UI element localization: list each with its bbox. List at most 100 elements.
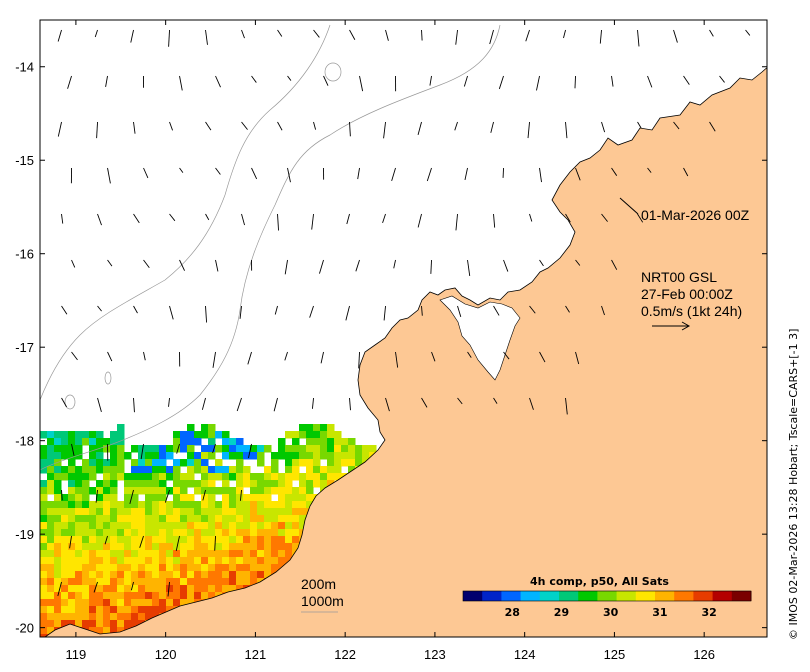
current-arrow (309, 305, 314, 318)
contour-200m (40, 24, 501, 471)
current-arrow (273, 397, 278, 412)
current-arrow (175, 535, 180, 551)
current-arrow (349, 29, 356, 40)
island-2 (104, 371, 112, 385)
current-arrow (529, 397, 534, 410)
current-arrow (169, 305, 174, 320)
current-arrow (575, 167, 581, 181)
current-arrow (417, 121, 422, 135)
current-arrow (97, 397, 102, 413)
y-tick-label: -19 (15, 527, 34, 542)
current-arrow (139, 535, 144, 548)
current-arrow (71, 351, 78, 361)
current-arrow (94, 29, 98, 38)
current-arrow (168, 397, 170, 407)
current-arrow (95, 489, 98, 503)
scale-label: 0.5m/s (1kt 24h) (641, 303, 742, 319)
x-axis: 119 120 121 122 123 124 125 126 (66, 20, 715, 662)
x-tick-label: 119 (66, 647, 87, 662)
current-arrow (611, 259, 618, 270)
current-arrow (637, 121, 642, 129)
y-axis: -14 -15 -16 -17 -18 -19 -20 (15, 60, 767, 636)
current-arrow (107, 167, 111, 184)
current-arrow (385, 397, 390, 412)
contour-200-label: 200m (301, 576, 336, 592)
current-arrow (313, 29, 320, 38)
current-arrow (349, 397, 351, 411)
current-arrow (565, 121, 568, 139)
current-arrow (179, 259, 185, 271)
current-arrow (358, 351, 360, 369)
current-arrow (251, 75, 257, 83)
current-arrow (140, 443, 144, 460)
current-arrow (467, 351, 472, 358)
current-arrow (355, 259, 360, 272)
current-arrow (133, 121, 136, 134)
current-arrow (313, 121, 317, 130)
current-arrow (107, 259, 113, 267)
y-tick-label: -17 (15, 340, 34, 355)
colorbar (462, 590, 752, 602)
current-arrow (454, 121, 458, 131)
current-arrow (57, 121, 62, 137)
current-arrow (565, 305, 570, 313)
colorbar-swatch (635, 591, 656, 601)
current-arrow (277, 29, 283, 37)
colorbar-tick-label: 29 (554, 606, 569, 619)
product-label: NRT00 GSL (641, 269, 717, 285)
colorbar-swatch (482, 591, 502, 601)
current-arrow (673, 29, 678, 43)
current-arrow (498, 75, 504, 90)
current-arrow (359, 75, 364, 92)
current-arrow (205, 29, 208, 45)
current-arrow (71, 259, 76, 268)
x-tick-label: 122 (334, 647, 356, 662)
colorbar-tick-label: 28 (505, 606, 520, 619)
current-arrow (539, 259, 544, 267)
current-arrow (277, 213, 279, 231)
current-arrow (503, 351, 510, 360)
current-arrow (93, 581, 98, 593)
current-arrow (96, 121, 98, 139)
current-arrow (683, 167, 689, 177)
current-arrow (525, 29, 530, 42)
product-time: 27-Feb 00:00Z (641, 286, 733, 302)
current-arrow (683, 75, 690, 85)
current-arrow (467, 259, 471, 277)
current-arrow (345, 305, 350, 321)
colorbar-frame (462, 590, 752, 602)
current-arrow (133, 213, 140, 224)
current-arrow (637, 29, 640, 47)
contour-1000-label: 1000m (301, 593, 344, 609)
current-arrow (457, 305, 462, 317)
current-arrow (455, 29, 458, 45)
current-arrow (130, 581, 134, 591)
current-arrow (133, 305, 138, 314)
current-arrow (247, 351, 252, 365)
colorbar-swatch (463, 591, 483, 601)
current-arrow (239, 489, 242, 501)
current-arrow (130, 29, 134, 43)
current-arrow (673, 121, 680, 130)
current-arrow (719, 75, 725, 83)
current-arrow (287, 167, 291, 183)
current-arrow (426, 167, 432, 182)
current-arrow (169, 121, 173, 131)
current-arrow (61, 305, 68, 315)
current-arrow (201, 397, 206, 410)
current-arrow (168, 29, 170, 47)
current-arrow (205, 121, 212, 131)
date-label: 01-Mar-2026 00Z (641, 207, 750, 223)
current-arrow (215, 75, 221, 88)
current-arrow (383, 305, 386, 321)
current-arrow (71, 443, 75, 456)
current-arrow (601, 213, 608, 222)
current-arrow (575, 351, 580, 365)
current-arrow (61, 397, 67, 408)
y-tick-label: -14 (15, 60, 34, 75)
plot-frame (39, 19, 768, 638)
colorbar-swatch (674, 591, 694, 601)
current-arrow (647, 75, 653, 88)
current-arrow (431, 351, 436, 362)
x-tick-label: 123 (424, 647, 446, 662)
